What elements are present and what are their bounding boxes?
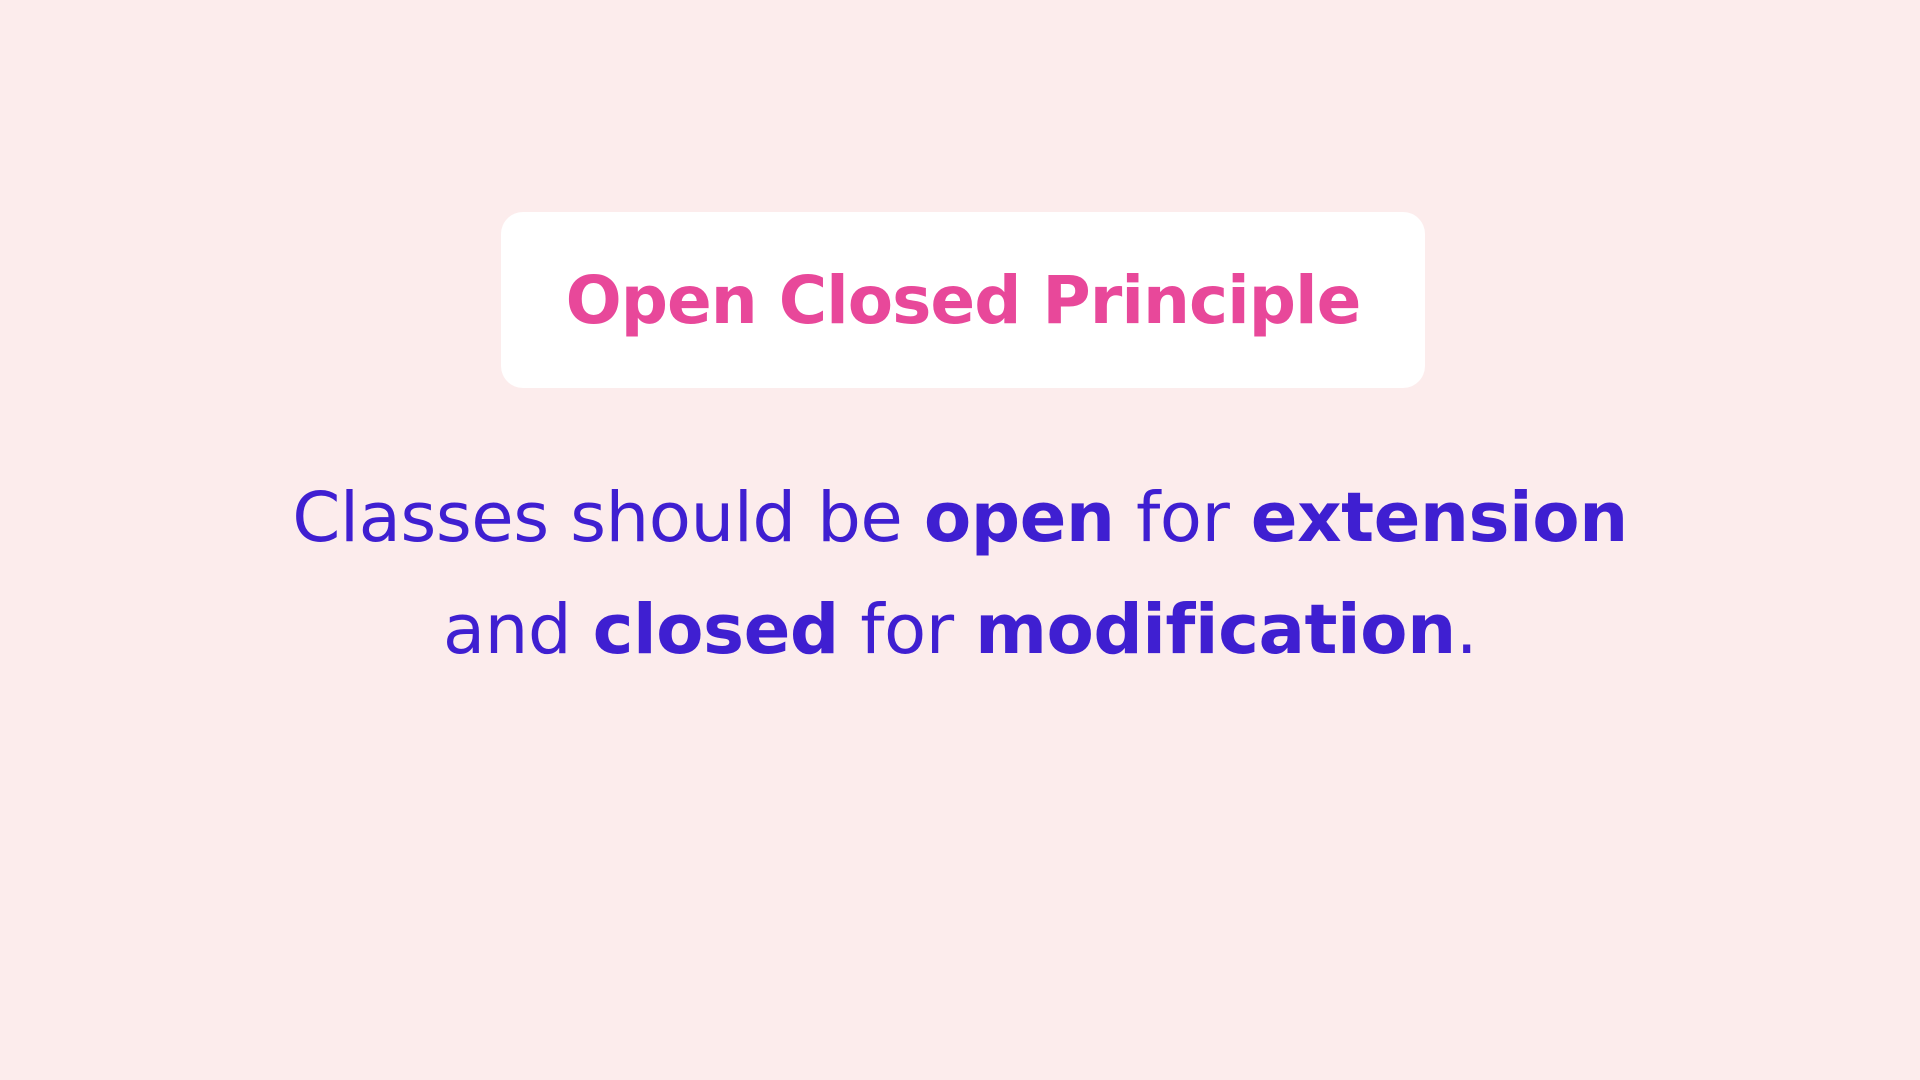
statement-line-2: and closed for modification. [0,574,1920,686]
statement-text: for [838,590,976,670]
statement-keyword-extension: extension [1250,478,1628,558]
statement-keyword-open: open [923,478,1115,558]
statement-keyword-closed: closed [592,590,840,670]
statement-keyword-modification: modification [975,590,1456,670]
statement-text: and [442,590,593,670]
statement-line-1: Classes should be open for extension [0,462,1920,574]
title-card: Open Closed Principle [501,212,1425,388]
slide-title: Open Closed Principle [565,261,1362,339]
statement-period: . [1455,590,1478,670]
statement-text: for [1114,478,1251,558]
principle-statement: Classes should be open for extension and… [0,462,1920,686]
statement-text: Classes should be [292,478,924,558]
